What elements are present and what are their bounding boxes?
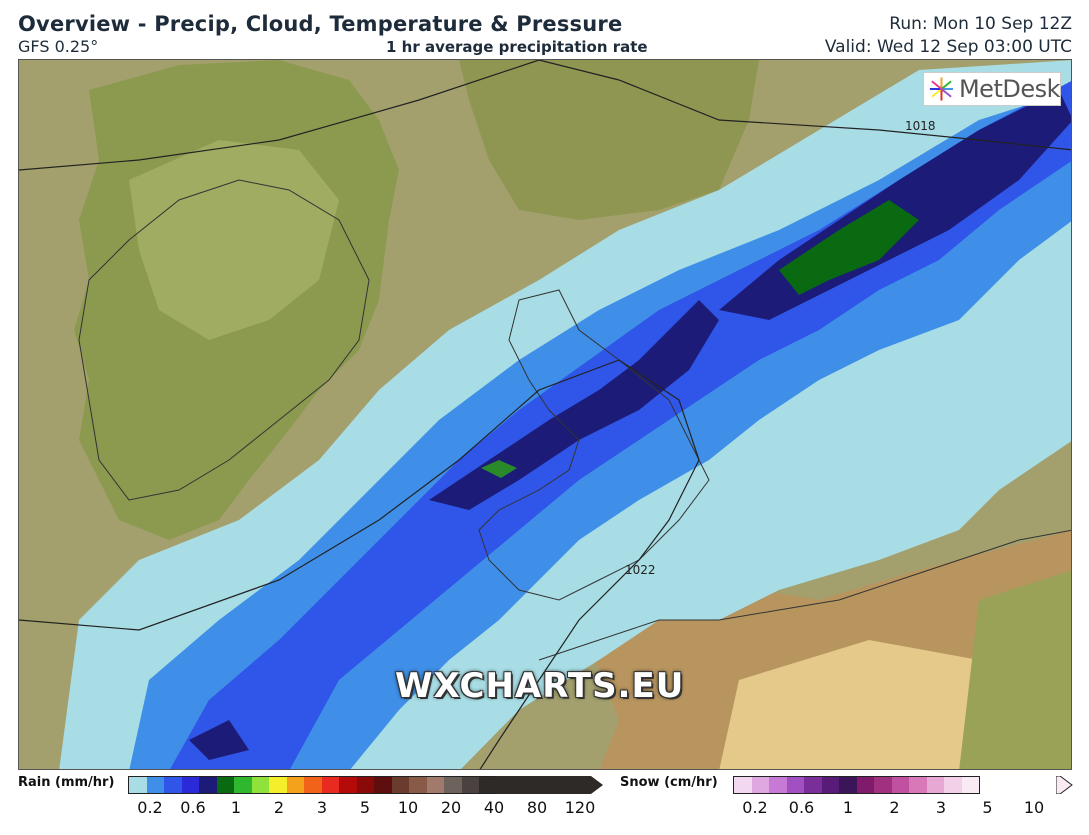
rain-tick: 5 <box>359 798 371 817</box>
precip-core-south <box>189 720 249 760</box>
snow-swatch <box>804 777 822 793</box>
isobar-label-1018: 1018 <box>905 119 936 133</box>
rain-swatch <box>426 777 444 793</box>
snow-swatch <box>944 777 962 793</box>
rain-swatch <box>251 777 269 793</box>
rain-tick: 0.2 <box>137 798 163 817</box>
coastline-britain <box>478 289 710 601</box>
rain-tick: 120 <box>564 798 596 817</box>
snow-swatch <box>926 777 944 793</box>
rain-swatch <box>391 777 409 793</box>
snow-tick: 3 <box>935 798 947 817</box>
product-subtitle: 1 hr average precipitation rate <box>386 38 648 56</box>
rain-swatch <box>164 777 182 793</box>
run-time: Run: Mon 10 Sep 12Z <box>889 14 1072 34</box>
map-canvas: 1018 1022 <box>19 60 1071 769</box>
rain-swatch <box>146 777 164 793</box>
rain-tick: 0.6 <box>180 798 206 817</box>
valid-time: Valid: Wed 12 Sep 03:00 UTC <box>824 37 1072 57</box>
rain-swatch <box>461 777 479 793</box>
rain-tick: 3 <box>316 798 328 817</box>
metdesk-logo-icon <box>929 77 954 101</box>
rain-swatch <box>286 777 304 793</box>
rain-tick: 80 <box>526 798 548 817</box>
snow-swatch <box>909 777 927 793</box>
rain-legend-label: Rain (mm/hr) <box>18 775 115 790</box>
land-scotland <box>459 60 759 220</box>
snow-swatch <box>874 777 892 793</box>
snow-swatch <box>734 777 752 793</box>
isobar-label-1022: 1022 <box>625 563 656 577</box>
snow-tick: 0.6 <box>788 798 815 817</box>
rain-swatch <box>339 777 357 793</box>
precip-green-north <box>779 200 919 295</box>
rain-tick: 2 <box>273 798 285 817</box>
rain-tick: 20 <box>440 798 462 817</box>
snow-swatch <box>821 777 839 793</box>
model-name: GFS 0.25° <box>18 37 99 56</box>
rain-bar-arrow <box>495 776 603 794</box>
rain-tick: 1 <box>230 798 242 817</box>
snow-swatch <box>961 777 979 793</box>
rain-swatch <box>269 777 287 793</box>
snow-tick: 0.2 <box>742 798 768 817</box>
rain-swatch <box>409 777 427 793</box>
rain-swatch <box>321 777 339 793</box>
rain-tick: 10 <box>397 798 419 817</box>
snow-tick: 10 <box>1023 798 1045 817</box>
snow-bar-arrow <box>1056 776 1073 794</box>
snow-swatch <box>769 777 787 793</box>
precip-green-mid <box>481 460 517 478</box>
rain-swatch <box>181 777 199 793</box>
isobar-1022 <box>19 359 700 769</box>
snow-swatch <box>891 777 909 793</box>
rain-tick: 40 <box>483 798 505 817</box>
rain-swatch <box>129 777 147 793</box>
wxcharts-watermark: WXCHARTS.EU <box>395 666 685 706</box>
weather-map[interactable]: 1018 1022 MetDesk <box>18 59 1072 770</box>
rain-swatch <box>374 777 392 793</box>
snow-swatch <box>856 777 874 793</box>
snow-swatch <box>751 777 769 793</box>
snow-swatch <box>786 777 804 793</box>
snow-swatch <box>839 777 857 793</box>
rain-swatch <box>304 777 322 793</box>
rain-swatch <box>216 777 234 793</box>
snow-color-bar <box>733 776 980 794</box>
rain-swatch <box>444 777 462 793</box>
snow-tick: 1 <box>842 798 854 817</box>
snow-tick: 2 <box>889 798 900 817</box>
isobar-1018 <box>19 60 1071 171</box>
coastline-ireland <box>78 179 370 501</box>
rain-color-bar <box>128 776 498 794</box>
rain-swatch <box>479 777 497 793</box>
metdesk-logo-text: MetDesk <box>958 75 1061 103</box>
precip-core-mid <box>429 300 719 510</box>
snow-tick: 5 <box>982 798 993 817</box>
chart-title: Overview - Precip, Cloud, Temperature & … <box>18 12 623 36</box>
metdesk-logo: MetDesk <box>923 72 1061 106</box>
land-east <box>959 570 1071 769</box>
snow-legend-label: Snow (cm/hr) <box>620 775 718 790</box>
coastline-france <box>538 529 1071 661</box>
rain-swatch <box>234 777 252 793</box>
rain-swatch <box>199 777 217 793</box>
rain-swatch <box>356 777 374 793</box>
